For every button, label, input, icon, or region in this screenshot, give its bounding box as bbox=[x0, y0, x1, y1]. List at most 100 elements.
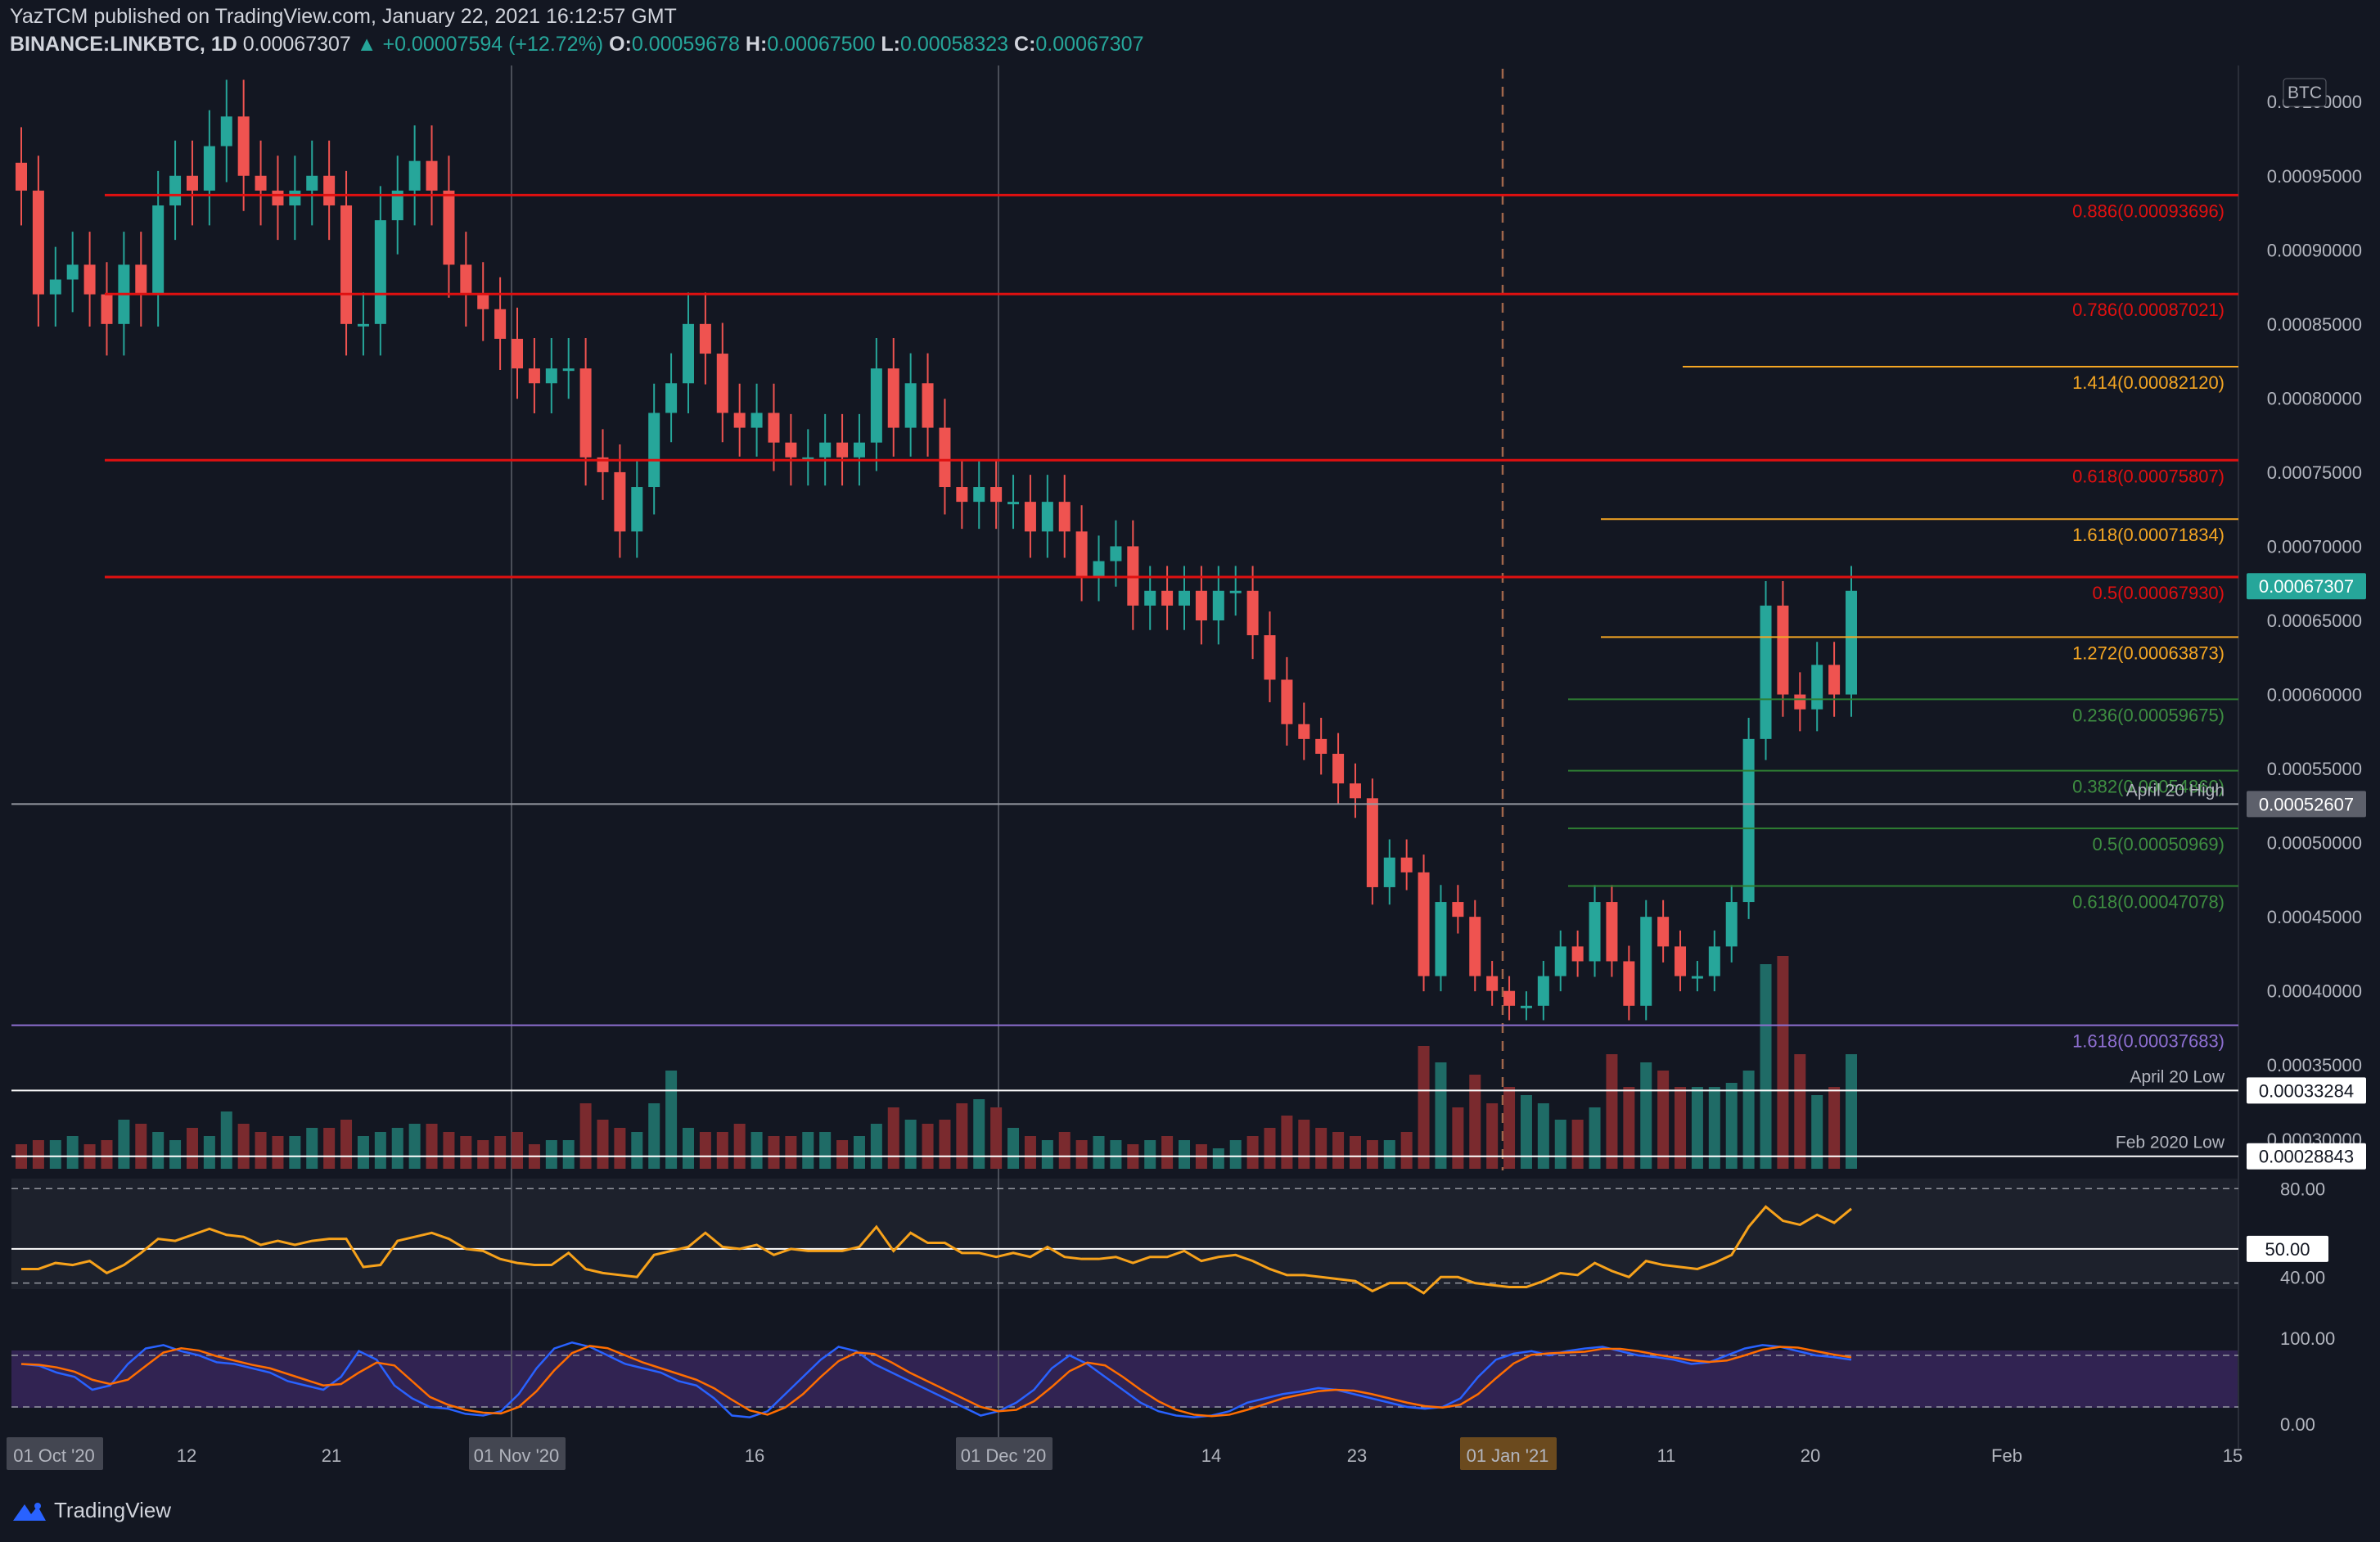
candle-body bbox=[733, 413, 746, 428]
rsi-tick-label: 40.00 bbox=[2280, 1267, 2325, 1287]
candle-body bbox=[1571, 946, 1584, 962]
price-tag-box bbox=[2247, 791, 2366, 818]
stoch-tick-label: 100.00 bbox=[2280, 1328, 2335, 1349]
volume-bar bbox=[1383, 1140, 1395, 1169]
fib-level-label: 1.272(0.00063873) bbox=[2072, 642, 2224, 663]
volume-bar bbox=[135, 1124, 147, 1169]
volume-bar bbox=[391, 1128, 403, 1169]
volume-bar bbox=[1041, 1140, 1053, 1169]
volume-bar bbox=[1058, 1132, 1071, 1169]
volume-bar bbox=[289, 1136, 301, 1169]
volume-bar bbox=[1708, 1087, 1720, 1169]
last-price-tag-box bbox=[2247, 573, 2366, 600]
candle-body bbox=[853, 442, 865, 458]
volume-bar bbox=[477, 1140, 489, 1169]
volume-bar bbox=[1691, 1087, 1703, 1169]
candle-body bbox=[1828, 665, 1841, 695]
volume-bar bbox=[255, 1132, 267, 1169]
candle-body bbox=[1623, 961, 1635, 1006]
volume-bar bbox=[597, 1120, 609, 1169]
volume-bar bbox=[1811, 1095, 1823, 1169]
volume-bar bbox=[1537, 1103, 1549, 1169]
volume-bar bbox=[426, 1124, 438, 1169]
candle-body bbox=[1366, 798, 1378, 887]
volume-bar bbox=[1246, 1136, 1259, 1169]
low-value: 0.00058323 bbox=[899, 33, 1009, 56]
volume-bar bbox=[1742, 1071, 1755, 1169]
candle-body bbox=[1332, 753, 1345, 784]
volume-bar bbox=[512, 1132, 524, 1169]
volume-bar bbox=[785, 1136, 797, 1169]
price-tag-box bbox=[2247, 1077, 2366, 1104]
candle-body bbox=[1195, 590, 1207, 620]
x-tick-label: Feb bbox=[1991, 1445, 2022, 1466]
candle-body bbox=[512, 338, 524, 369]
candle-body bbox=[1298, 724, 1310, 739]
fib-level-label: 0.236(0.00059675) bbox=[2072, 705, 2224, 725]
volume-bar bbox=[1298, 1120, 1310, 1169]
candle-body bbox=[32, 190, 44, 295]
volume-bar bbox=[836, 1140, 849, 1169]
candle-body bbox=[1777, 605, 1789, 695]
candle-body bbox=[1537, 976, 1549, 1006]
candle-body bbox=[768, 413, 780, 443]
candle-body bbox=[357, 323, 369, 327]
fib-level-label: 0.786(0.00087021) bbox=[2072, 300, 2224, 320]
volume-bar bbox=[460, 1136, 472, 1169]
fib-level-label: 0.5(0.00067930) bbox=[2093, 583, 2224, 603]
x-tick-label: 01 Jan '21 bbox=[1467, 1445, 1549, 1466]
volume-bar bbox=[1571, 1120, 1584, 1169]
volume-bar bbox=[562, 1140, 575, 1169]
volume-bar bbox=[443, 1132, 455, 1169]
candle-body bbox=[1161, 590, 1174, 606]
rsi-line bbox=[21, 1205, 1852, 1295]
candle-body bbox=[1606, 902, 1618, 962]
symbol-ohlc-line: BINANCE:LINKBTC, 1D 0.00067307 ▲ +0.0000… bbox=[10, 33, 1144, 56]
y-tick-label: 0.00045000 bbox=[2267, 907, 2362, 927]
y-tick-label: 0.00070000 bbox=[2267, 536, 2362, 557]
volume-bar bbox=[1161, 1136, 1174, 1169]
candle-body bbox=[1041, 502, 1053, 532]
candle-body bbox=[1742, 738, 1755, 903]
volume-bar bbox=[1606, 1054, 1618, 1169]
rsi-tag-box bbox=[2247, 1235, 2328, 1262]
candle-body bbox=[1640, 917, 1652, 1006]
volume-bar bbox=[1229, 1140, 1242, 1169]
close-value: 0.00067307 bbox=[1035, 33, 1144, 56]
volume-bar bbox=[853, 1136, 865, 1169]
volume-bar bbox=[220, 1111, 232, 1169]
rsi-tick-label: 80.00 bbox=[2280, 1179, 2325, 1199]
candle-body bbox=[1725, 902, 1738, 947]
candle-body bbox=[220, 116, 232, 147]
volume-bar bbox=[1400, 1132, 1413, 1169]
candle-body bbox=[1024, 502, 1036, 532]
tradingview-logo[interactable]: TradingView bbox=[11, 1498, 171, 1523]
candle-body bbox=[922, 383, 934, 428]
volume-bar bbox=[665, 1071, 678, 1169]
candle-body bbox=[323, 175, 336, 205]
candle-body bbox=[1418, 872, 1430, 976]
tradingview-icon bbox=[13, 1502, 46, 1521]
candle-body bbox=[1435, 902, 1447, 976]
volume-bar bbox=[1469, 1075, 1481, 1169]
volume-bar bbox=[1503, 1087, 1516, 1169]
price-tag-text: 0.00028843 bbox=[2259, 1147, 2354, 1167]
volume-bar bbox=[939, 1120, 951, 1169]
candle-body bbox=[1794, 694, 1806, 710]
candle-body bbox=[1486, 976, 1499, 991]
candle-body bbox=[1657, 917, 1670, 947]
volume-bar bbox=[408, 1124, 421, 1169]
candle-body bbox=[1520, 1005, 1532, 1008]
candle-body bbox=[1246, 590, 1259, 636]
volume-bar bbox=[973, 1099, 985, 1169]
candle-body bbox=[374, 220, 386, 324]
candle-body bbox=[1212, 590, 1224, 620]
volume-bar bbox=[203, 1136, 215, 1169]
candle-body bbox=[579, 368, 592, 458]
volume-bar bbox=[1640, 1062, 1652, 1169]
y-tick-label: 0.00055000 bbox=[2267, 759, 2362, 779]
volume-bar bbox=[614, 1128, 626, 1169]
y-tick-label: 0.00050000 bbox=[2267, 833, 2362, 854]
candle-body bbox=[1846, 590, 1857, 695]
